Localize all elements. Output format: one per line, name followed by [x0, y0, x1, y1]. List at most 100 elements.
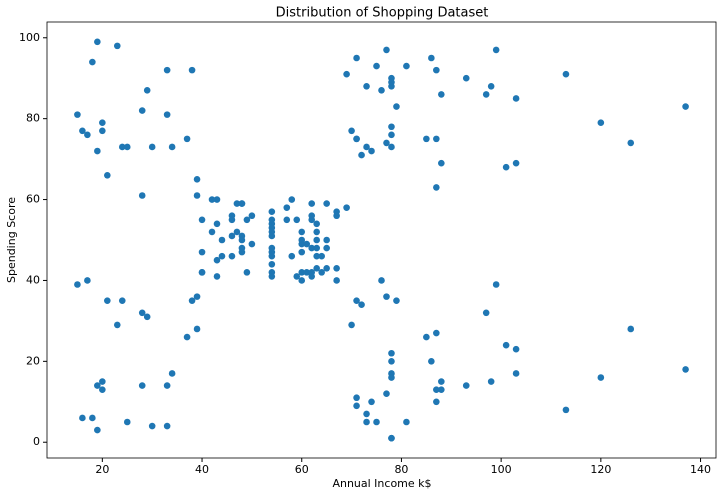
- point: [433, 184, 440, 191]
- point: [143, 313, 151, 321]
- point: [343, 70, 350, 78]
- point: [148, 422, 156, 430]
- point: [183, 135, 191, 143]
- point: [288, 252, 296, 260]
- point: [438, 159, 445, 167]
- point: [423, 333, 430, 341]
- x-tick-label: 140: [690, 463, 711, 476]
- point: [562, 406, 570, 414]
- point: [318, 252, 325, 260]
- point: [438, 91, 445, 98]
- point: [293, 273, 301, 280]
- point: [283, 204, 291, 211]
- point: [433, 135, 440, 143]
- point: [318, 269, 325, 276]
- point: [348, 321, 355, 329]
- point: [313, 228, 320, 236]
- point: [213, 196, 221, 203]
- point: [268, 252, 276, 260]
- x-tick-label: 40: [195, 463, 209, 476]
- point: [188, 297, 196, 304]
- point: [268, 244, 276, 252]
- point: [323, 244, 330, 252]
- point: [512, 370, 520, 377]
- point: [123, 143, 131, 151]
- point: [482, 91, 490, 98]
- point: [94, 38, 101, 46]
- point: [363, 143, 370, 151]
- point: [248, 212, 256, 220]
- point: [298, 277, 306, 284]
- point: [94, 382, 101, 389]
- point: [89, 58, 96, 66]
- point: [238, 248, 246, 256]
- point: [462, 74, 470, 82]
- point: [143, 87, 151, 94]
- point: [373, 62, 380, 70]
- point: [94, 426, 101, 434]
- point: [393, 103, 400, 110]
- plot-frame: [46, 21, 717, 459]
- point: [512, 95, 520, 102]
- point: [313, 265, 320, 272]
- point: [313, 220, 320, 228]
- x-tick-label: 80: [394, 463, 408, 476]
- point: [308, 212, 316, 220]
- x-tick-label: 100: [491, 463, 512, 476]
- point: [238, 236, 246, 244]
- point: [433, 329, 440, 337]
- point: [383, 139, 390, 147]
- point: [358, 301, 365, 309]
- point: [163, 111, 171, 118]
- point: [84, 131, 91, 139]
- point: [198, 248, 206, 256]
- point: [438, 378, 445, 385]
- point: [388, 349, 395, 357]
- point: [74, 281, 81, 288]
- point: [358, 151, 365, 159]
- point: [218, 252, 226, 260]
- point: [118, 143, 126, 151]
- point: [462, 382, 470, 389]
- chart-title: Distribution of Shopping Dataset: [276, 6, 489, 21]
- point: [383, 293, 390, 300]
- point: [163, 422, 171, 430]
- point: [313, 244, 320, 252]
- y-tick-label: 60: [26, 193, 40, 206]
- point: [188, 66, 196, 74]
- point: [487, 83, 495, 90]
- point: [208, 228, 216, 236]
- point: [94, 147, 101, 155]
- point: [193, 325, 201, 333]
- point: [148, 143, 156, 151]
- point: [193, 293, 201, 300]
- point: [118, 297, 126, 304]
- x-tick-label: 20: [95, 463, 109, 476]
- x-tick-label: 60: [295, 463, 309, 476]
- y-tick-label: 80: [26, 112, 40, 125]
- point: [323, 236, 330, 244]
- point: [492, 46, 500, 54]
- point: [99, 127, 106, 135]
- point: [99, 378, 106, 385]
- point: [438, 386, 445, 393]
- point: [213, 220, 221, 228]
- point: [163, 66, 171, 74]
- point: [303, 240, 311, 248]
- point: [79, 414, 86, 422]
- point: [104, 297, 111, 304]
- point: [298, 248, 306, 256]
- point: [353, 54, 360, 62]
- x-axis-label: Annual Income k$: [332, 477, 431, 490]
- point: [308, 244, 316, 252]
- point: [433, 386, 440, 393]
- point: [388, 374, 395, 381]
- point: [363, 83, 370, 90]
- point: [597, 374, 605, 381]
- point: [388, 143, 395, 151]
- point: [138, 192, 146, 199]
- point: [313, 236, 320, 244]
- point: [388, 434, 395, 442]
- y-tick-label: 40: [26, 273, 40, 286]
- point: [482, 309, 490, 317]
